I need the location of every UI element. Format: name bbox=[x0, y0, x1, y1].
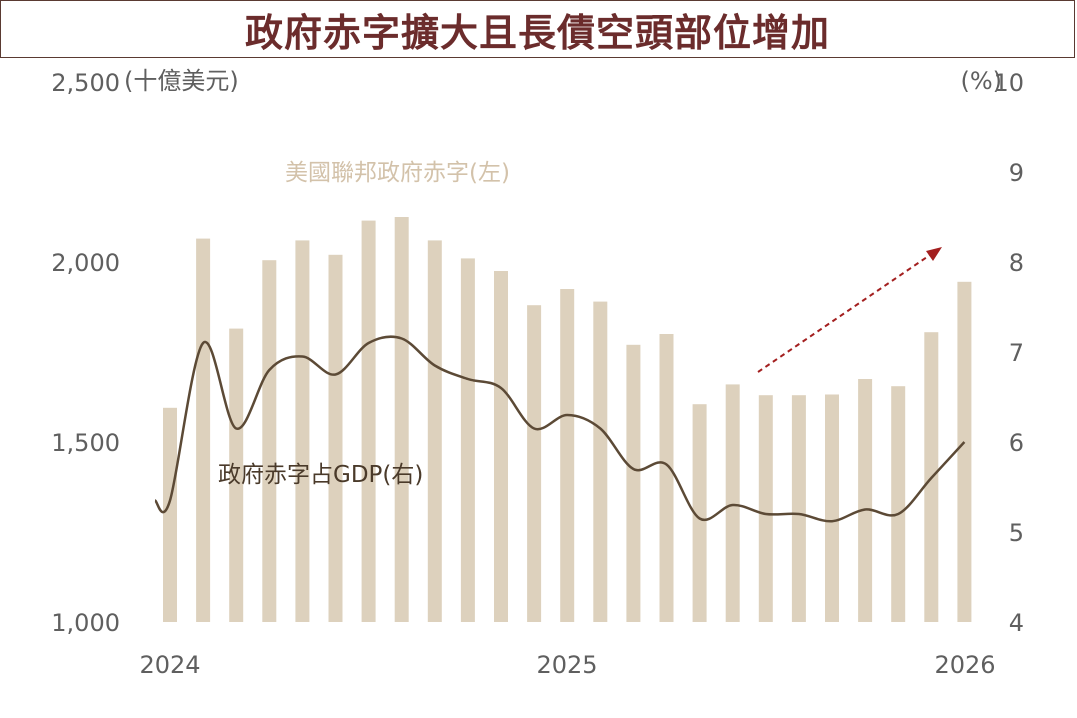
right-tick-label: 7 bbox=[1009, 339, 1024, 367]
title-box: 政府赤字擴大且長債空頭部位增加 bbox=[0, 0, 1075, 58]
bar-series-label: 美國聯邦政府赤字(左) bbox=[285, 160, 510, 186]
bar bbox=[229, 328, 244, 622]
bar bbox=[262, 260, 277, 622]
bar bbox=[295, 240, 310, 622]
left-tick-label: 2,000 bbox=[51, 249, 120, 277]
bar bbox=[527, 305, 542, 622]
arrow-shaft bbox=[757, 254, 931, 373]
x-tick-label: 2024 bbox=[139, 651, 200, 679]
arrow-head bbox=[926, 247, 942, 261]
x-tick-label: 2025 bbox=[536, 651, 597, 679]
right-tick-label: 8 bbox=[1009, 249, 1024, 277]
right-axis-ticks: 4 5 6 7 8 9 10 bbox=[993, 69, 1024, 637]
x-axis-ticks: 2024 2025 2026 bbox=[139, 651, 995, 679]
bar bbox=[361, 220, 376, 622]
right-tick-label: 9 bbox=[1009, 159, 1024, 187]
bar bbox=[394, 217, 409, 622]
bar bbox=[196, 238, 211, 622]
bar bbox=[593, 301, 608, 622]
right-tick-label: 4 bbox=[1009, 609, 1024, 637]
bar bbox=[758, 395, 773, 622]
left-tick-label: 1,000 bbox=[51, 609, 120, 637]
bar bbox=[163, 407, 177, 622]
x-tick-label: 2026 bbox=[934, 651, 995, 679]
bar bbox=[626, 344, 641, 622]
bar bbox=[791, 395, 806, 622]
bar-series bbox=[163, 217, 972, 623]
bar bbox=[328, 254, 343, 623]
right-tick-label: 10 bbox=[993, 69, 1024, 97]
left-tick-label: 2,500 bbox=[51, 69, 120, 97]
right-axis-unit: (%) bbox=[960, 67, 1002, 95]
bar bbox=[427, 240, 442, 622]
left-axis-unit: (十億美元) bbox=[124, 67, 239, 95]
left-axis-ticks: 1,000 1,500 2,000 2,500 bbox=[51, 69, 120, 637]
bar bbox=[858, 379, 873, 622]
bar bbox=[659, 334, 674, 622]
line-series-label: 政府赤字占GDP(右) bbox=[218, 462, 423, 488]
bar bbox=[692, 404, 707, 622]
trend-arrow bbox=[757, 247, 942, 373]
line-series bbox=[153, 335, 966, 523]
bar bbox=[957, 281, 972, 622]
page-title: 政府赤字擴大且長債空頭部位增加 bbox=[244, 10, 830, 55]
bar bbox=[725, 384, 740, 622]
bar bbox=[891, 386, 906, 622]
bar bbox=[560, 289, 575, 622]
right-tick-label: 5 bbox=[1009, 519, 1024, 547]
left-tick-label: 1,500 bbox=[51, 429, 120, 457]
bar bbox=[494, 271, 508, 622]
bar bbox=[460, 258, 475, 622]
line-path bbox=[153, 335, 966, 523]
right-tick-label: 6 bbox=[1009, 429, 1024, 457]
bar bbox=[825, 394, 839, 622]
